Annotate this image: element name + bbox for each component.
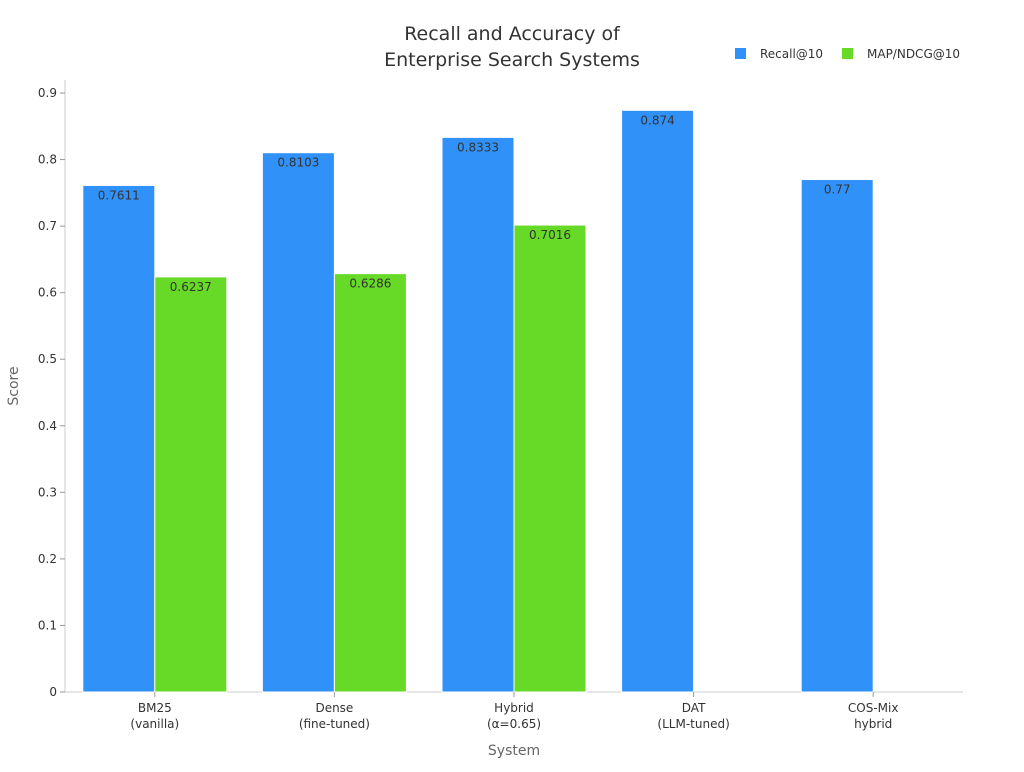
x-tick-label: (α=0.65) (487, 717, 541, 731)
y-tick-label: 0.5 (38, 352, 57, 366)
data-label: 0.874 (640, 113, 674, 127)
bar-map-ndcg-10-1 (333, 273, 407, 693)
bar-recall-10-2 (441, 136, 515, 693)
chart-title: Recall and Accuracy of Enterprise Search… (384, 23, 640, 71)
chart-title-line-2: Enterprise Search Systems (384, 49, 640, 71)
y-tick-label: 0.1 (38, 618, 57, 632)
bar-recall-10-3 (621, 109, 695, 693)
x-tick-label: (fine-tuned) (299, 717, 370, 731)
x-tick-label: COS-Mix (848, 701, 899, 715)
x-tick-label: BM25 (138, 701, 172, 715)
bar-map-ndcg-10-2 (513, 224, 587, 693)
bar-recall-10-0 (82, 184, 156, 693)
y-tick-label: 0.7 (38, 219, 57, 233)
chart-title-line-1: Recall and Accuracy of (404, 23, 621, 45)
legend-swatch (735, 48, 746, 59)
bar-map-ndcg-10-0 (154, 276, 228, 693)
x-tick-label: hybrid (854, 717, 892, 731)
y-tick-label: 0.3 (38, 485, 57, 499)
data-label: 0.8103 (277, 156, 319, 170)
bar-recall-10-1 (261, 152, 335, 693)
data-label: 0.6237 (170, 280, 212, 294)
legend-item: MAP/NDCG@10 (867, 47, 960, 61)
data-label: 0.8333 (457, 140, 499, 154)
legend: Recall@10 MAP/NDCG@10 (735, 47, 960, 61)
legend-swatch (842, 48, 853, 59)
y-tick-label: 0.8 (38, 153, 57, 167)
x-axis-label: System (488, 743, 540, 759)
legend-item: Recall@10 (760, 47, 823, 61)
x-tick-label: (LLM-tuned) (657, 717, 729, 731)
data-label: 0.77 (824, 183, 851, 197)
data-label: 0.7611 (98, 188, 140, 202)
data-label: 0.7016 (529, 228, 571, 242)
y-axis-label: Score (6, 366, 22, 405)
y-tick-label: 0.4 (38, 419, 57, 433)
x-tick-label: Dense (315, 701, 353, 715)
y-tick-label: 0.6 (38, 286, 57, 300)
y-tick-label: 0.2 (38, 552, 57, 566)
x-tick-label: (vanilla) (130, 717, 179, 731)
y-tick-label: 0 (49, 685, 57, 699)
x-tick-label: DAT (682, 701, 706, 715)
y-tick-label: 0.9 (38, 86, 57, 100)
data-label: 0.6286 (349, 277, 391, 291)
x-tick-label: Hybrid (494, 701, 534, 715)
bar-recall-10-4 (800, 179, 874, 693)
plot-area: 0 0.1 0.2 0.3 0.4 0.5 0.6 0.7 0.8 0.9 0.7611 0.6237… (38, 80, 963, 731)
